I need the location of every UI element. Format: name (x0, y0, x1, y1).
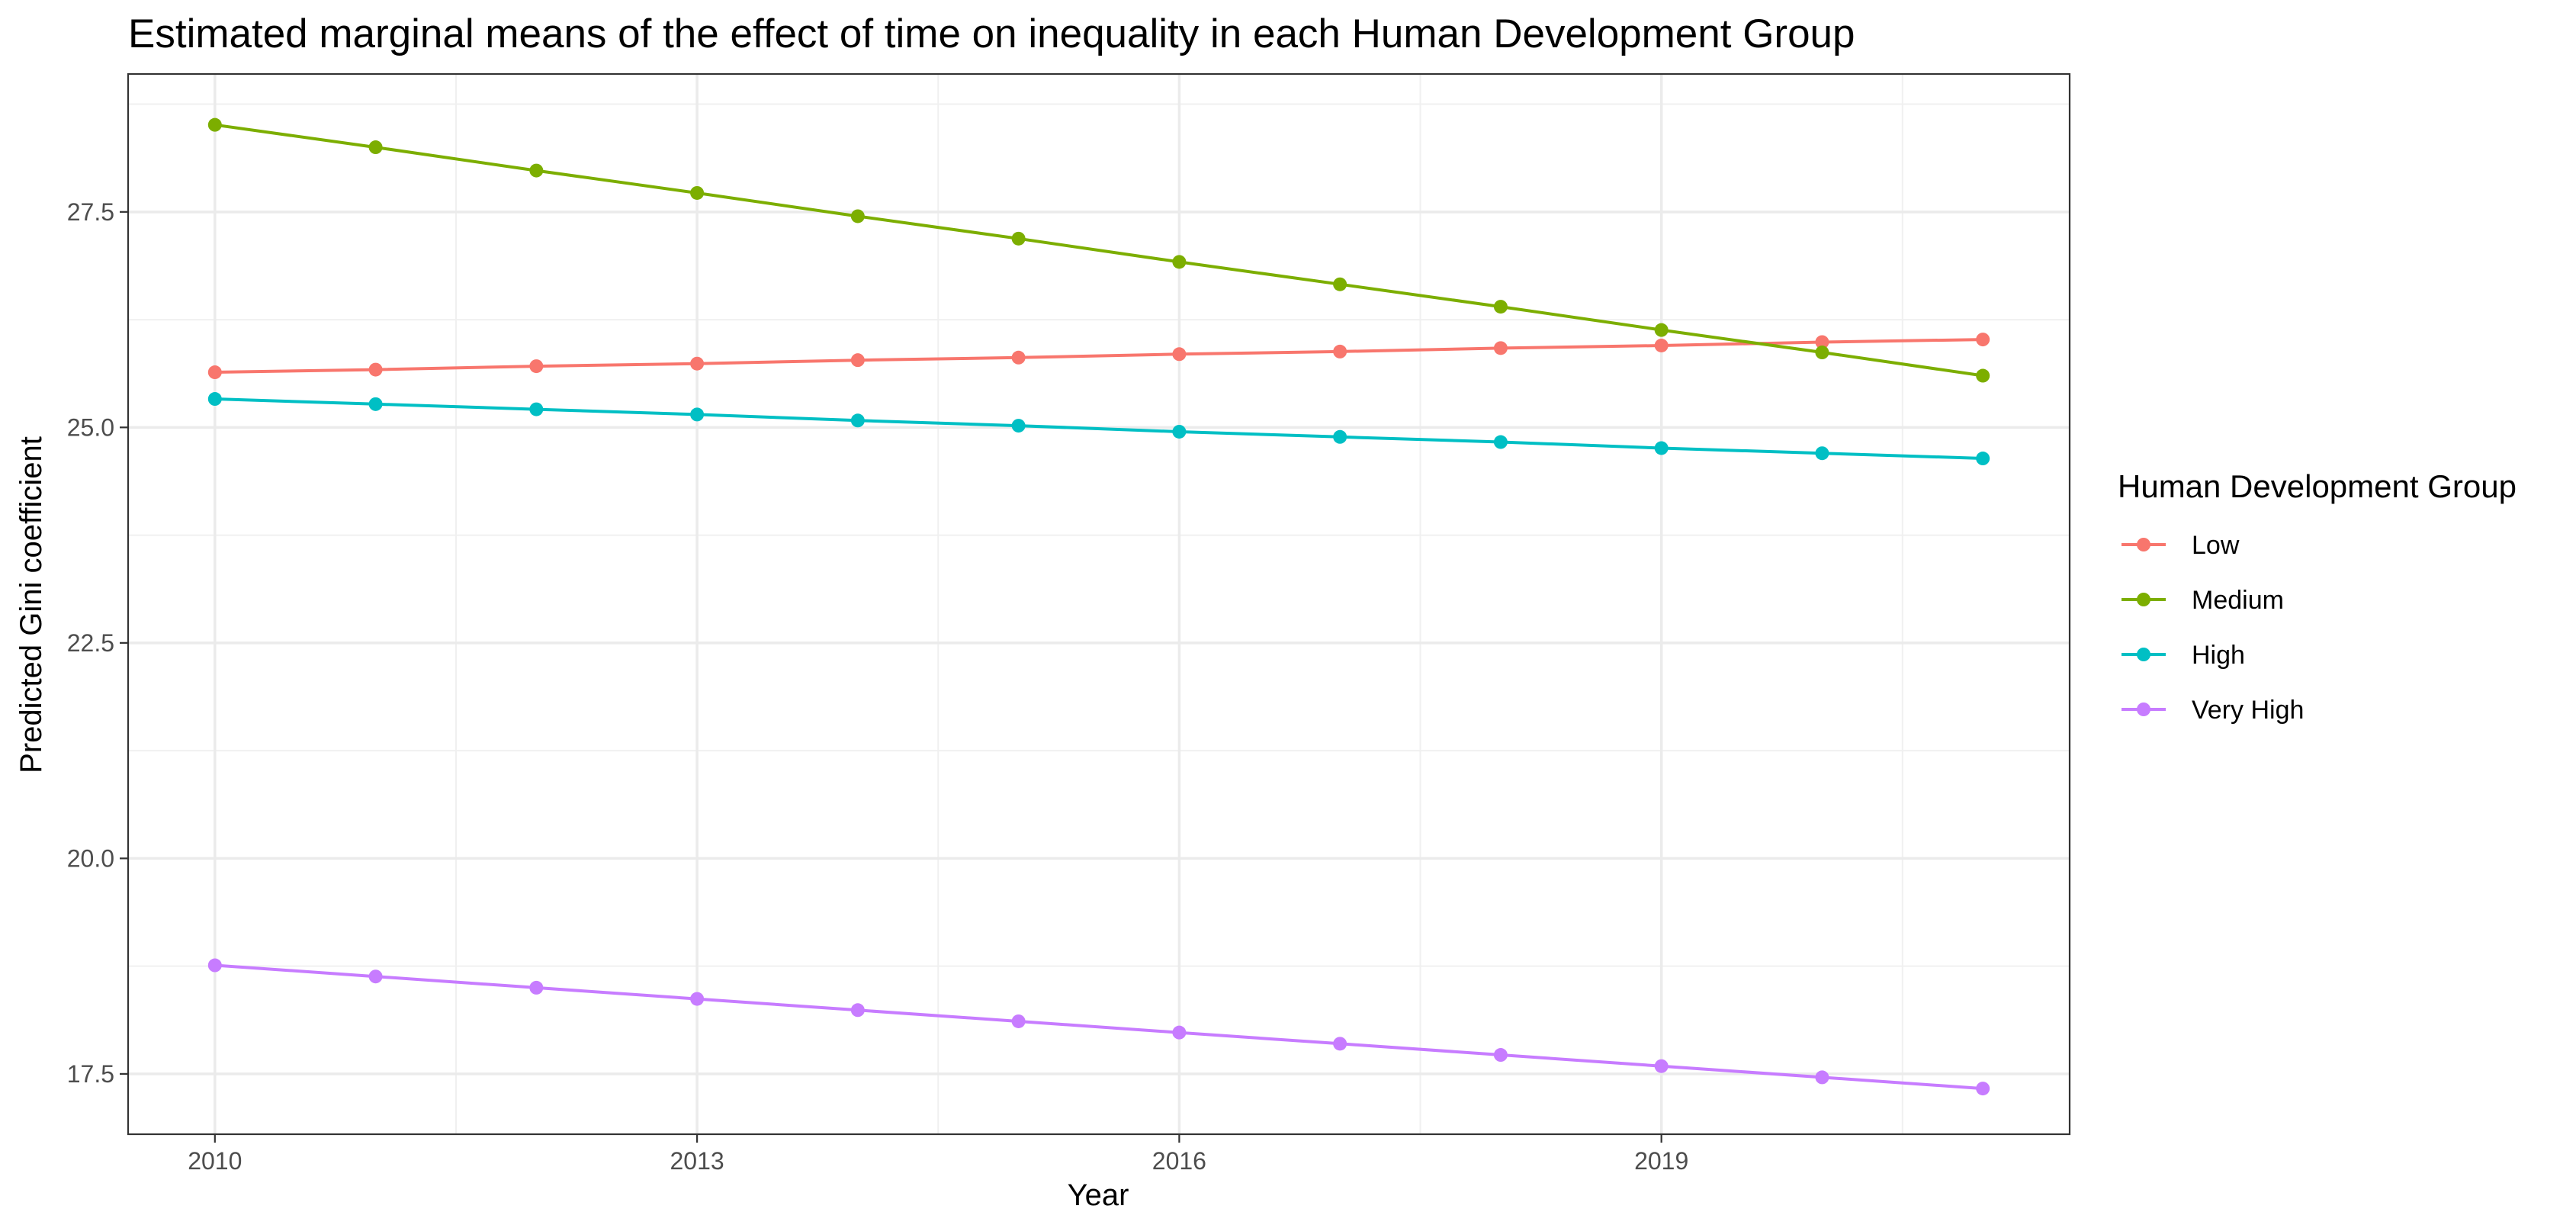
legend-item-low: Low (2122, 531, 2240, 560)
legend-item-medium: Medium (2122, 586, 2284, 615)
data-point-low (1654, 338, 1669, 352)
y-axis-title: Predicted Gini coefficient (14, 436, 48, 773)
major-gridlines (128, 74, 2070, 1134)
y-tick-label: 17.5 (67, 1060, 114, 1088)
data-point-very-high (1815, 1070, 1829, 1085)
x-axis: 2010 2013 2016 2019 (188, 1134, 1688, 1175)
data-point-low (1172, 347, 1187, 362)
data-point-low (1333, 344, 1347, 358)
x-tick-label: 2016 (1152, 1147, 1206, 1175)
legend-label: Medium (2192, 586, 2284, 615)
data-point-medium (529, 163, 544, 178)
data-point-low (368, 362, 383, 377)
minor-gridlines (128, 74, 2070, 1134)
data-point-high (207, 392, 222, 407)
legend-label: Very High (2192, 696, 2304, 725)
legend-title: Human Development Group (2118, 468, 2517, 504)
series-line-high (214, 397, 1983, 460)
x-tick-label: 2013 (670, 1147, 724, 1175)
series-high (207, 392, 1990, 466)
data-point-very-high (690, 992, 705, 1006)
data-point-very-high (850, 1003, 865, 1018)
series-layer (207, 117, 1990, 1096)
data-point-high (1172, 424, 1187, 439)
series-medium (207, 117, 1990, 383)
series-very-high (207, 958, 1990, 1096)
data-point-very-high (1333, 1037, 1347, 1051)
legend-label: Low (2192, 531, 2240, 560)
data-point-low (850, 353, 865, 368)
data-point-very-high (1654, 1059, 1669, 1073)
plot-panel (127, 72, 2071, 1136)
panel-border (127, 72, 2071, 1136)
data-point-medium (1333, 277, 1347, 291)
y-tick-label: 22.5 (67, 629, 114, 657)
data-point-medium (850, 209, 865, 223)
data-point-high (1976, 452, 1990, 466)
y-axis: 17.5 20.0 22.5 25.0 27.5 (67, 198, 128, 1088)
data-point-very-high (1011, 1014, 1026, 1028)
data-point-very-high (368, 969, 383, 984)
data-point-low (1815, 335, 1829, 349)
legend-key-point (2137, 703, 2150, 716)
data-point-medium (1011, 231, 1026, 246)
legend-key-point (2137, 538, 2150, 551)
legend-items: Low Medium High Very High (2122, 531, 2304, 725)
data-point-low (690, 356, 705, 371)
data-point-medium (690, 185, 705, 200)
data-point-medium (368, 140, 383, 155)
series-line-very-high (214, 963, 1983, 1091)
panel-background (128, 74, 2070, 1134)
data-point-very-high (529, 980, 544, 995)
y-tick-label: 27.5 (67, 198, 114, 226)
data-point-high (1815, 446, 1829, 461)
data-point-medium (1976, 368, 1990, 383)
series-low (207, 333, 1990, 380)
data-point-medium (1172, 255, 1187, 269)
x-tick-label: 2010 (188, 1147, 242, 1175)
data-point-very-high (1976, 1082, 1990, 1096)
y-tick-label: 20.0 (67, 844, 114, 872)
series-line-low (214, 338, 1983, 374)
data-point-very-high (1172, 1025, 1187, 1040)
data-point-low (529, 359, 544, 374)
x-axis-title: Year (1068, 1178, 1129, 1212)
data-point-very-high (207, 958, 222, 973)
data-point-high (850, 413, 865, 428)
data-point-high (529, 402, 544, 416)
data-point-high (368, 397, 383, 411)
legend-label: High (2192, 641, 2245, 670)
data-point-low (1011, 350, 1026, 365)
data-point-very-high (1493, 1048, 1508, 1063)
x-tick-label: 2019 (1634, 1147, 1688, 1175)
data-point-high (1011, 419, 1026, 433)
legend: Human Development Group Low Medium High Ver… (2118, 468, 2517, 725)
data-point-low (207, 365, 222, 380)
data-point-medium (1654, 323, 1669, 337)
legend-key-point (2137, 648, 2150, 661)
legend-item-high: High (2122, 641, 2245, 670)
chart-title: Estimated marginal means of the effect o… (128, 11, 1855, 56)
data-point-high (1493, 435, 1508, 449)
data-point-medium (207, 117, 222, 132)
series-line-medium (214, 123, 1983, 378)
data-point-high (1333, 429, 1347, 444)
legend-key-point (2137, 593, 2150, 606)
data-point-medium (1493, 300, 1508, 314)
data-point-low (1976, 333, 1990, 347)
data-point-high (1654, 441, 1669, 455)
data-point-medium (1815, 346, 1829, 360)
legend-item-very-high: Very High (2122, 696, 2304, 725)
y-tick-label: 25.0 (67, 413, 114, 441)
data-point-low (1493, 341, 1508, 355)
data-point-high (690, 407, 705, 422)
